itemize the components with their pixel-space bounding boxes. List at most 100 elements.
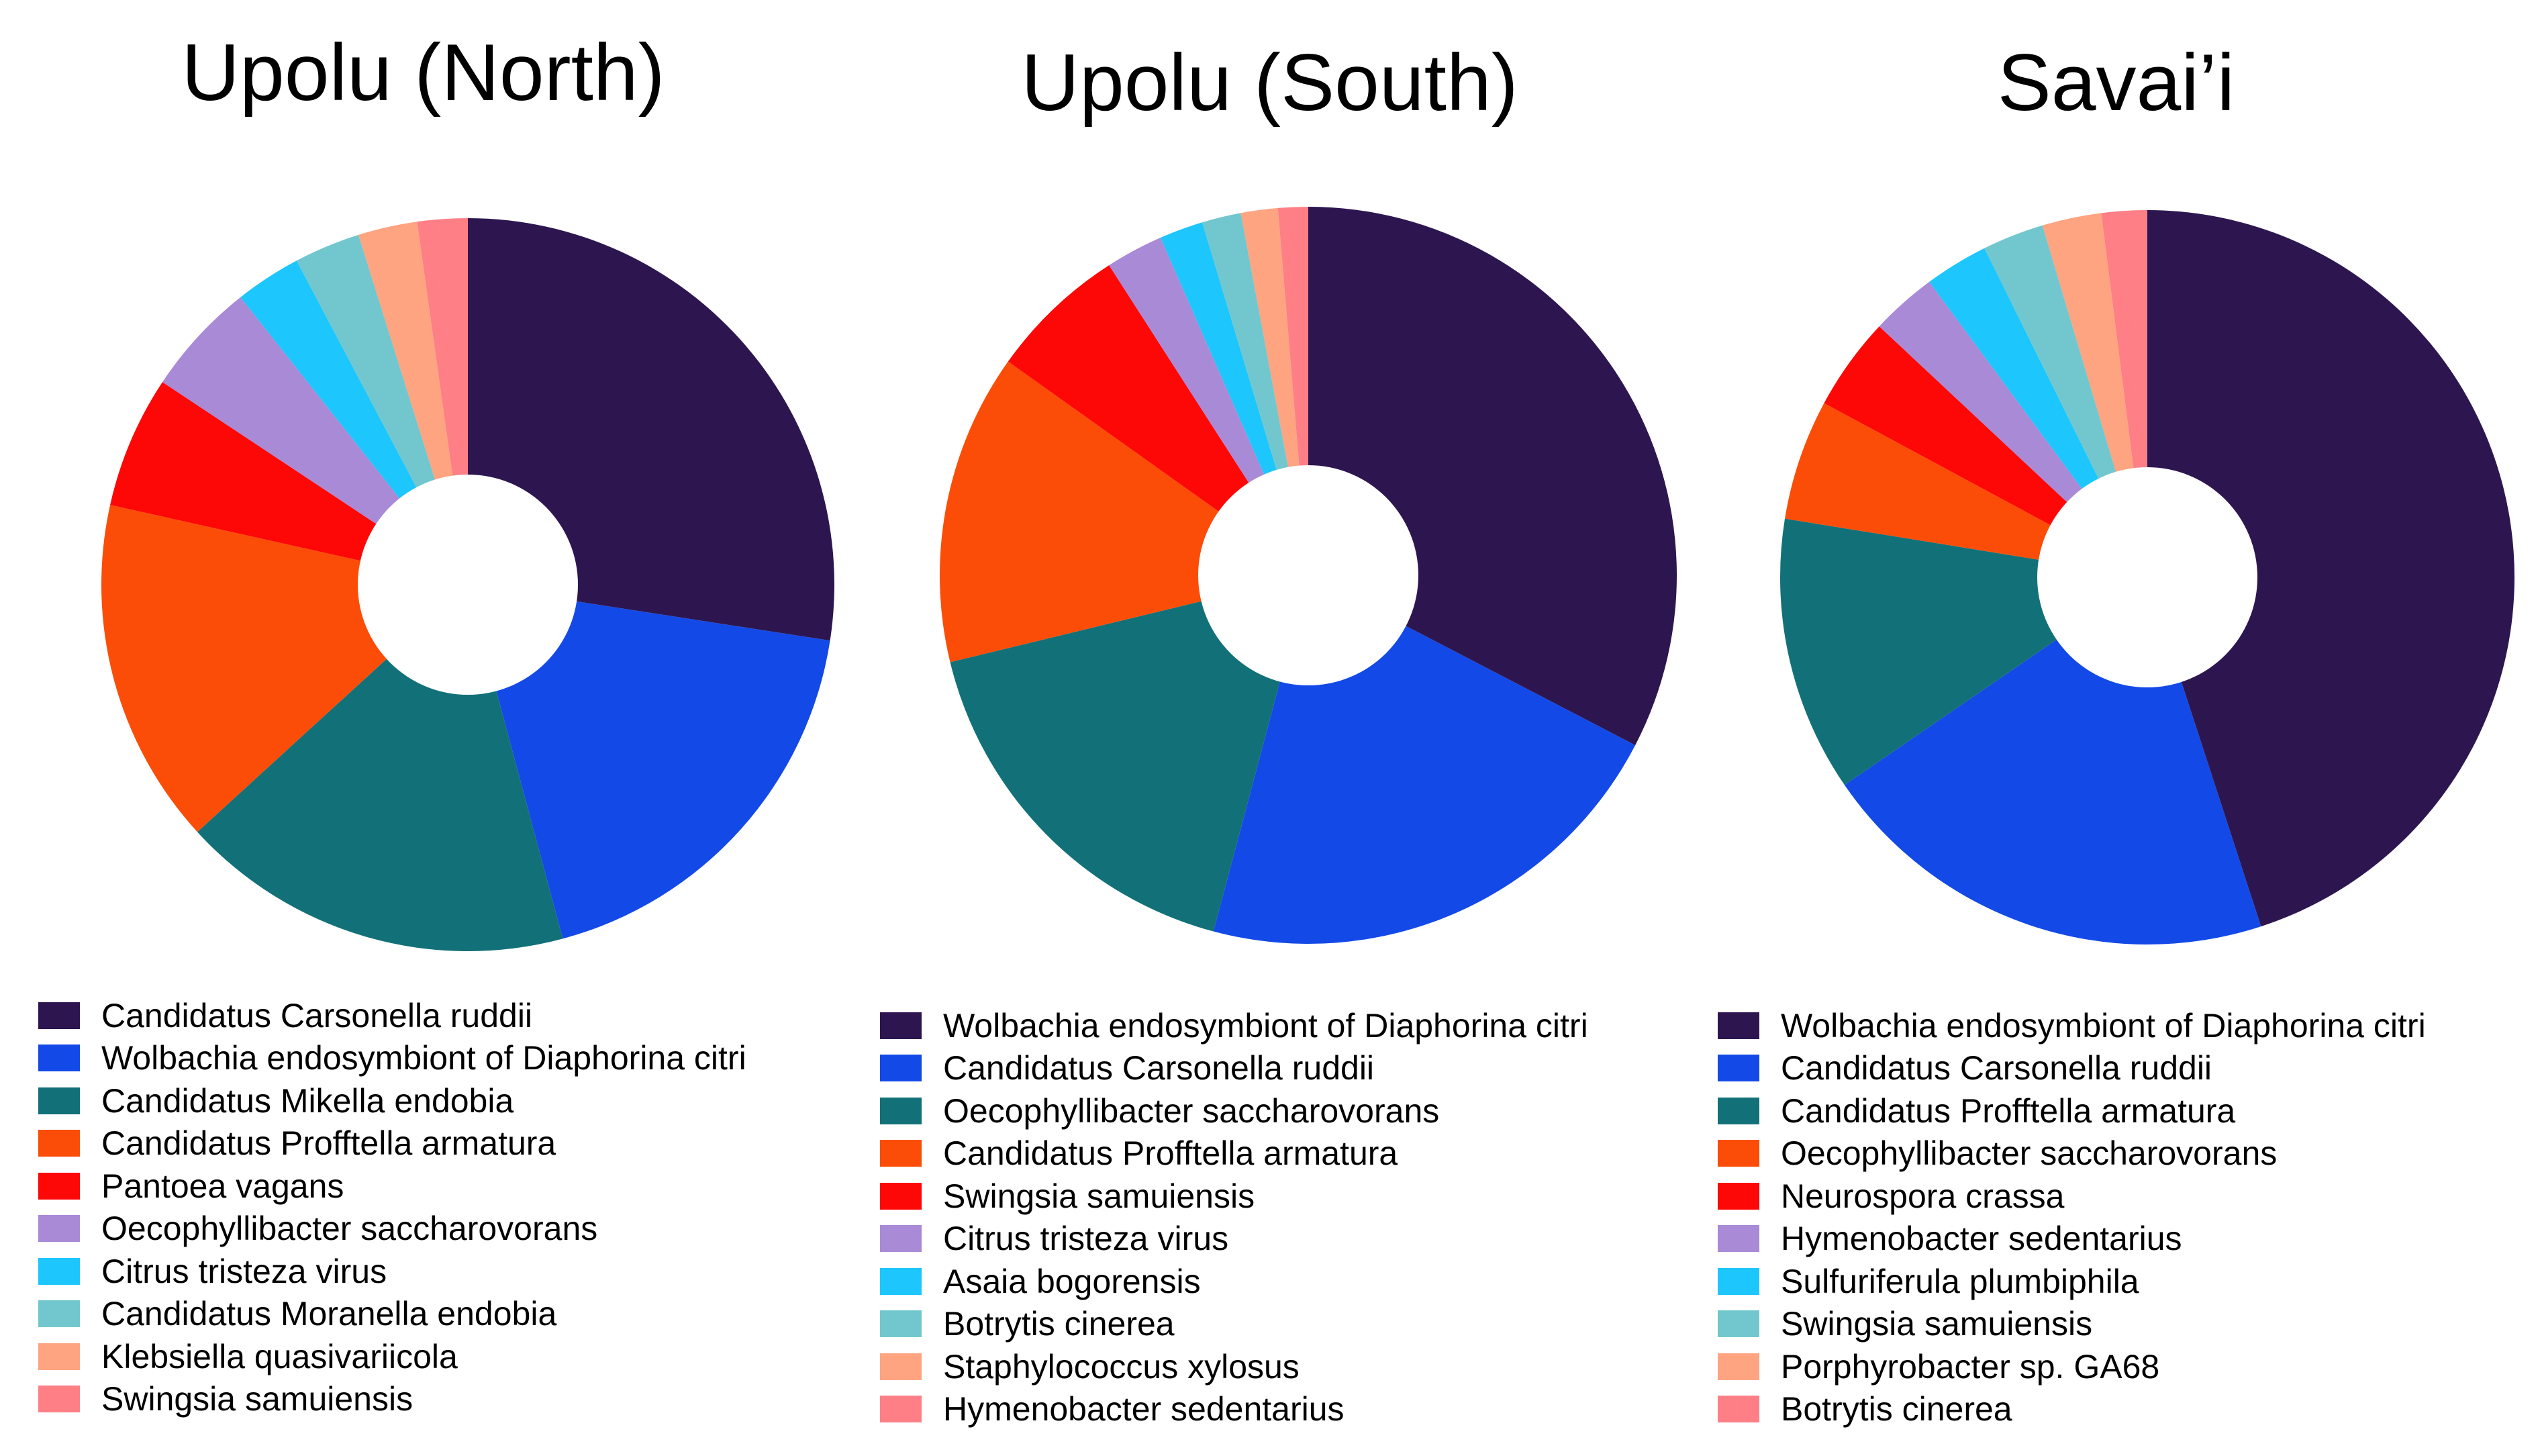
legend-swatch [38,1087,80,1114]
legend-upolu-south: Wolbachia endosymbiont of Diaphorina cit… [880,1004,1588,1430]
chart-panel-savaii: Savai’i Wolbachia endosymbiont of Diapho… [1693,0,2539,1456]
legend-upolu-north: Candidatus Carsonella ruddii Wolbachia en… [38,994,746,1420]
chart-title: Upolu (South) [1021,38,1518,128]
legend-label: Hymenobacter sedentarius [943,1390,1345,1428]
legend-swatch [38,1002,80,1029]
legend-item: Porphyrobacter sp. GA68 [1718,1345,2426,1388]
legend-label: Wolbachia endosymbiont of Diaphorina cit… [1781,1006,2426,1045]
chart-title: Savai’i [1997,38,2235,128]
legend-item: Sulfuriferula plumbiphila [1718,1260,2426,1303]
legend-swatch [880,1310,922,1338]
legend-label: Asaia bogorensis [943,1262,1201,1300]
donut-hole [358,475,578,695]
legend-item: Hymenobacter sedentarius [1718,1218,2426,1261]
pie-slice [2147,210,2514,927]
legend-label: Candidatus Carsonella ruddii [101,996,533,1034]
legend-label: Swingsia samuiensis [1781,1305,2093,1343]
legend-label: Wolbachia endosymbiont of Diaphorina cit… [943,1006,1588,1045]
legend-item: Candidatus Carsonella ruddii [880,1047,1588,1090]
legend-item: Candidatus Mikella endobia [38,1079,746,1122]
legend-swatch [880,1396,922,1423]
legend-label: Porphyrobacter sp. GA68 [1781,1347,2160,1386]
legend-swatch [38,1257,80,1285]
chart-panel-upolu-south: Upolu (South) Wolbachia endosymbiont of … [846,0,1693,1456]
legend-swatch [38,1300,80,1328]
legend-item: Candidatus Profftella armatura [880,1132,1588,1175]
legend-savaii: Wolbachia endosymbiont of Diaphorina cit… [1718,1004,2426,1430]
legend-item: Swingsia samuiensis [38,1378,746,1421]
legend-swatch [38,1172,80,1200]
legend-swatch [1718,1225,1759,1253]
legend-label: Candidatus Profftella armatura [101,1124,556,1163]
legend-swatch [880,1140,922,1167]
pie-slice [468,585,830,939]
legend-item: Swingsia samuiensis [1718,1303,2426,1346]
legend-label: Swingsia samuiensis [101,1380,413,1418]
legend-item: Botrytis cinerea [880,1303,1588,1346]
legend-label: Candidatus Carsonella ruddii [943,1049,1375,1087]
legend-label: Pantoea vagans [101,1167,344,1205]
legend-label: Wolbachia endosymbiont of Diaphorina cit… [101,1039,746,1077]
legend-item: Candidatus Profftella armatura [38,1122,746,1165]
legend-item: Hymenobacter sedentarius [880,1388,1588,1431]
legend-swatch [1718,1396,1759,1423]
legend-swatch [1718,1310,1759,1338]
legend-label: Staphylococcus xylosus [943,1347,1300,1386]
legend-swatch [880,1267,922,1295]
legend-swatch [880,1012,922,1039]
legend-item: Candidatus Carsonella ruddii [1718,1047,2426,1090]
legend-label: Citrus tristeza virus [943,1220,1229,1258]
donut-chart-upolu-south [940,207,1677,944]
legend-item: Wolbachia endosymbiont of Diaphorina cit… [880,1004,1588,1047]
pie-slice [950,575,1308,932]
legend-item: Candidatus Carsonella ruddii [38,994,746,1037]
legend-item: Wolbachia endosymbiont of Diaphorina cit… [38,1037,746,1080]
legend-swatch [1718,1267,1759,1295]
legend-swatch [1718,1055,1759,1082]
legend-swatch [1718,1097,1759,1124]
legend-swatch [1718,1182,1759,1210]
legend-swatch [38,1343,80,1370]
legend-item: Oecophyllibacter saccharovorans [880,1089,1588,1132]
legend-label: Candidatus Moranella endobia [101,1295,557,1333]
legend-swatch [880,1097,922,1124]
legend-swatch [38,1215,80,1243]
legend-label: Hymenobacter sedentarius [1781,1220,2182,1258]
legend-item: Pantoea vagans [38,1165,746,1208]
legend-item: Neurospora crassa [1718,1175,2426,1218]
legend-label: Sulfuriferula plumbiphila [1781,1262,2139,1300]
legend-item: Botrytis cinerea [1718,1388,2426,1431]
legend-item: Candidatus Moranella endobia [38,1293,746,1336]
legend-item: Candidatus Profftella armatura [1718,1089,2426,1132]
legend-label: Botrytis cinerea [1781,1390,2012,1428]
legend-label: Klebsiella quasivariicola [101,1337,458,1375]
legend-label: Candidatus Profftella armatura [943,1134,1398,1173]
legend-swatch [880,1055,922,1082]
legend-item: Wolbachia endosymbiont of Diaphorina cit… [1718,1004,2426,1047]
donut-hole [1198,465,1418,685]
legend-label: Candidatus Mikella endobia [101,1081,514,1120]
legend-label: Oecophyllibacter saccharovorans [943,1091,1440,1130]
legend-item: Klebsiella quasivariicola [38,1335,746,1378]
legend-swatch [880,1225,922,1253]
legend-item: Asaia bogorensis [880,1260,1588,1303]
legend-swatch [880,1182,922,1210]
chart-panel-upolu-north: Upolu (North) Candidatus Carsonella rudd… [0,0,846,1456]
chart-title: Upolu (North) [181,28,665,117]
donut-chart-savaii [1780,210,2514,945]
legend-swatch [38,1045,80,1072]
legend-swatch [1718,1012,1759,1039]
legend-item: Citrus tristeza virus [38,1250,746,1293]
legend-label: Botrytis cinerea [943,1305,1175,1343]
legend-swatch [38,1386,80,1413]
legend-item: Oecophyllibacter saccharovorans [1718,1132,2426,1175]
legend-label: Neurospora crassa [1781,1177,2065,1215]
legend-swatch [880,1353,922,1380]
legend-swatch [38,1130,80,1157]
legend-label: Candidatus Carsonella ruddii [1781,1049,2212,1087]
legend-item: Staphylococcus xylosus [880,1345,1588,1388]
legend-label: Swingsia samuiensis [943,1177,1255,1215]
legend-item: Swingsia samuiensis [880,1175,1588,1218]
legend-item: Citrus tristeza virus [880,1218,1588,1261]
legend-label: Oecophyllibacter saccharovorans [101,1210,598,1248]
